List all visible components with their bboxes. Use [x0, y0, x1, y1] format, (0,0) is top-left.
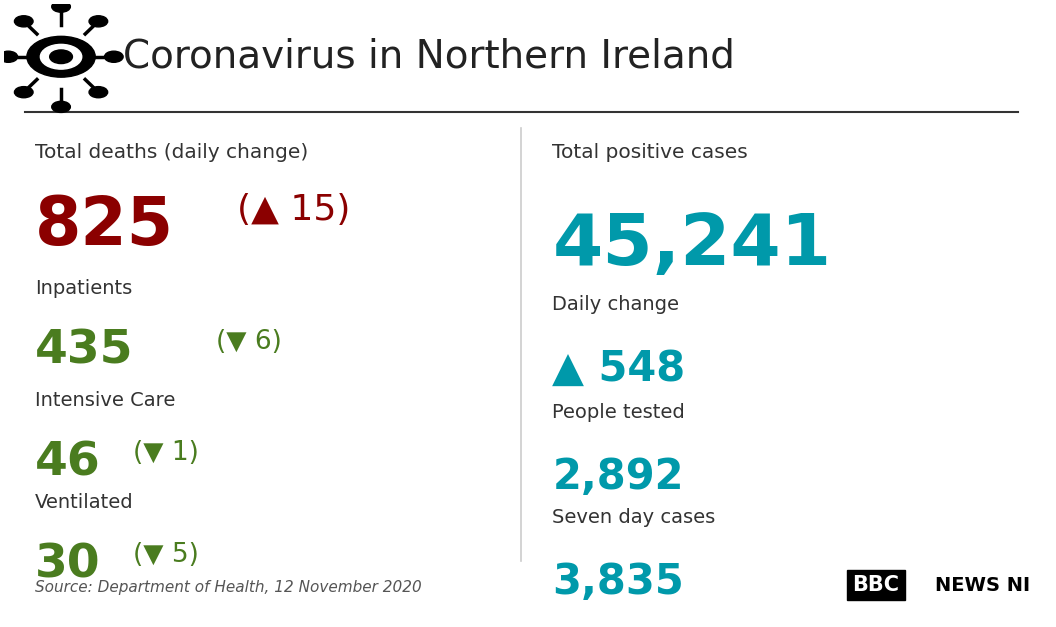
Circle shape: [26, 36, 95, 77]
Text: People tested: People tested: [552, 403, 685, 422]
Text: Ventilated: Ventilated: [35, 493, 134, 512]
Text: 3,835: 3,835: [552, 561, 684, 603]
Text: 46: 46: [35, 440, 101, 485]
Text: 45,241: 45,241: [552, 211, 831, 280]
Text: (▲ 15): (▲ 15): [237, 193, 351, 227]
Text: Intensive Care: Intensive Care: [35, 391, 175, 410]
Circle shape: [89, 87, 108, 98]
Text: 435: 435: [35, 329, 134, 374]
Text: BBC: BBC: [852, 575, 900, 595]
Circle shape: [0, 51, 18, 62]
Circle shape: [50, 50, 73, 63]
Text: Coronavirus in Northern Ireland: Coronavirus in Northern Ireland: [124, 38, 735, 76]
Circle shape: [15, 87, 33, 98]
Circle shape: [52, 1, 71, 12]
Text: (▼ 5): (▼ 5): [133, 542, 200, 569]
Circle shape: [52, 102, 71, 112]
Text: (▼ 1): (▼ 1): [133, 440, 200, 466]
Text: 30: 30: [35, 542, 100, 587]
Text: Total deaths (daily change): Total deaths (daily change): [35, 144, 308, 162]
Text: Daily change: Daily change: [552, 295, 679, 314]
Circle shape: [15, 16, 33, 27]
Circle shape: [40, 45, 81, 69]
Circle shape: [89, 16, 108, 27]
Text: Inpatients: Inpatients: [35, 280, 132, 298]
Text: Total positive cases: Total positive cases: [552, 144, 748, 162]
Text: 2,892: 2,892: [552, 456, 684, 498]
Text: ▲ 548: ▲ 548: [552, 347, 685, 389]
Text: 825: 825: [35, 193, 174, 259]
Text: (▼ 6): (▼ 6): [216, 329, 282, 355]
Text: Source: Department of Health, 12 November 2020: Source: Department of Health, 12 Novembe…: [35, 580, 422, 595]
Circle shape: [105, 51, 124, 62]
Text: Seven day cases: Seven day cases: [552, 508, 716, 527]
Text: NEWS NI: NEWS NI: [936, 576, 1031, 595]
